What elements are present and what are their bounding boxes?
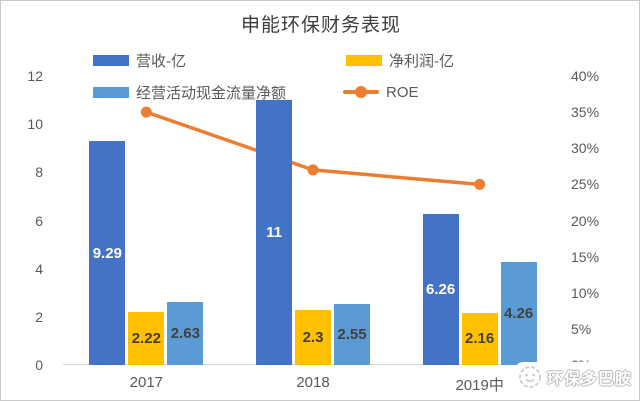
roe-data-point [474, 178, 486, 190]
legend-label-roe: ROE [386, 83, 419, 101]
roe-marker-dot-icon [355, 86, 367, 98]
legend-item-revenue: 营收-亿 [93, 52, 186, 70]
y-axis-left-tick: 8 [35, 164, 43, 181]
bar-value-label: 6.26 [426, 281, 456, 299]
bar-经营活动现金流量净额-2017: 2.63 [167, 301, 204, 365]
legend-item-operating-cashflow: 经营活动现金流量净额 [93, 84, 287, 102]
legend-label-operating-cashflow: 经营活动现金流量净额 [136, 84, 287, 102]
y-axis-right-tick: 35% [571, 104, 600, 121]
y-axis-left-tick: 4 [35, 260, 43, 277]
roe-data-point [307, 164, 319, 176]
watermark: 环保多巴胺 [514, 362, 636, 392]
y-axis-left-tick: 6 [35, 212, 43, 229]
roe-line-series [140, 106, 486, 190]
bar-value-label: 4.26 [504, 305, 534, 323]
y-axis-left-tick: 10 [27, 116, 43, 133]
y-axis-right-tick: 30% [571, 140, 600, 157]
x-axis-label-2017: 2017 [129, 374, 164, 391]
watermark-text: 环保多巴胺 [546, 371, 632, 388]
bar-value-label: 2.3 [302, 328, 324, 346]
bar-净利润-亿-2017: 2.22 [128, 311, 165, 365]
bar-value-label: 2.16 [465, 330, 495, 348]
y-axis-right-tick: 10% [571, 284, 600, 301]
legend-line-marker-roe [343, 86, 379, 98]
legend-item-net-profit: 净利润-亿 [346, 52, 454, 70]
legend-swatch-net-profit [346, 54, 382, 66]
y-axis-left-tick: 2 [35, 308, 43, 325]
bar-value-label: 2.22 [131, 329, 161, 347]
bar-营收-亿-2019中: 6.26 [422, 214, 459, 365]
y-axis-left-tick: 0 [35, 357, 43, 373]
y-axis-left-tick: 12 [27, 68, 43, 84]
bar-净利润-亿-2018: 2.3 [295, 309, 331, 365]
bar-value-label: 2.63 [170, 324, 200, 342]
bar-经营活动现金流量净额-2018: 2.55 [334, 303, 370, 365]
legend-label-revenue: 营收-亿 [136, 52, 186, 70]
y-axis-right-tick: 25% [571, 176, 600, 193]
bar-营收-亿-2017: 9.29 [89, 141, 126, 365]
x-axis-label-2018: 2018 [296, 374, 330, 391]
y-axis-right-tick: 20% [571, 212, 600, 229]
y-axis-right-tick: 40% [571, 68, 600, 84]
bar-经营活动现金流量净额-2019中: 4.26 [500, 262, 537, 365]
bar-value-label: 2.55 [337, 325, 367, 343]
bar-value-label: 9.29 [92, 244, 122, 262]
bar-净利润-亿-2019中: 2.16 [461, 312, 498, 365]
legend-label-net-profit: 净利润-亿 [389, 52, 454, 70]
roe-data-point [140, 106, 152, 118]
legend-swatch-operating-cashflow [93, 86, 129, 98]
watermark-logo-icon [519, 366, 541, 388]
y-axis-right-tick: 15% [571, 248, 600, 265]
x-axis-label-2019中: 2019中 [455, 377, 504, 394]
chart-title: 申能环保财务表现 [240, 15, 401, 36]
bar-value-label: 11 [266, 224, 282, 242]
legend-swatch-revenue [93, 54, 129, 66]
bar-营收-亿-2018: 11 [256, 100, 292, 365]
y-axis-right-tick: 5% [571, 320, 592, 337]
legend-item-roe: ROE [343, 83, 419, 101]
